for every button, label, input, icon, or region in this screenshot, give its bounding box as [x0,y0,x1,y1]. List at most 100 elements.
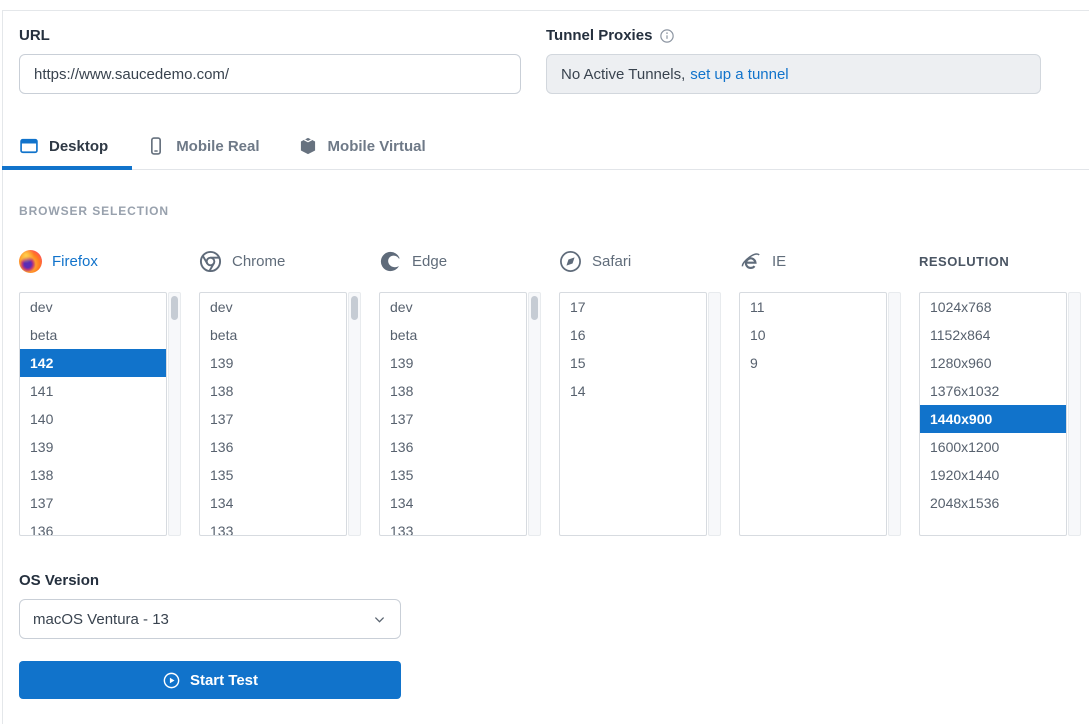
list-option[interactable]: 141 [30,383,54,399]
firefox-header[interactable]: Firefox [19,248,181,274]
list-option[interactable]: 142 [20,349,166,377]
list-option[interactable]: 1440x900 [920,405,1066,433]
resolution-column: RESOLUTION 1024x768 1152x864 1280x960 1376x… [919,248,1081,536]
list-option[interactable]: dev [30,299,53,315]
list-option[interactable]: 1920x1440 [930,467,1000,483]
browser-name: IE [772,252,787,270]
scrollbar-thumb[interactable] [531,296,538,320]
list-option[interactable]: 15 [570,355,586,371]
tab-desktop[interactable]: Desktop [2,134,133,170]
list-option[interactable]: 1600x1200 [930,439,1000,455]
list-option[interactable]: 138 [210,383,234,399]
chevron-down-icon [372,612,387,627]
setup-tunnel-link[interactable]: set up a tunnel [690,65,789,83]
scrollbar-track[interactable] [348,292,361,536]
tab-bar: Desktop Mobile Real Mobile Virtual [2,134,1089,170]
chrome-header[interactable]: Chrome [199,248,361,274]
resolution-header: RESOLUTION [919,248,1081,274]
list-option[interactable]: 137 [390,411,414,427]
firefox-icon [19,249,42,273]
os-version-block: OS Version macOS Ventura - 13 [19,572,1089,639]
resolution-list: 1024x768 1152x864 1280x960 1376x1032 1440x90… [919,292,1067,536]
tunnel-status-text: No Active Tunnels, [561,65,686,83]
list-option[interactable]: 1024x768 [930,299,992,315]
list-option[interactable]: 133 [390,523,414,536]
ie-version-list: 11 10 9 [739,292,887,536]
browser-column-firefox: Firefox dev beta 142 141 140 139 138 137 136 [19,248,181,536]
url-input[interactable] [19,54,521,94]
list-option[interactable]: 1376x1032 [930,383,1000,399]
scrollbar-track[interactable] [1068,292,1081,536]
edge-header[interactable]: Edge [379,248,541,274]
ie-header[interactable]: IE [739,248,901,274]
start-test-button[interactable]: Start Test [19,661,401,699]
safari-header[interactable]: Safari [559,248,721,274]
url-field-block: URL [19,27,521,94]
list-option[interactable]: 133 [210,523,234,536]
tab-label: Mobile Virtual [327,137,426,155]
browser-name: Edge [412,252,448,270]
list-option[interactable]: 139 [30,439,54,455]
list-option[interactable]: 2048x1536 [930,495,1000,511]
list-option[interactable]: 136 [390,439,414,455]
list-option[interactable]: beta [390,327,418,343]
list-option[interactable]: 10 [750,327,766,343]
browser-column-ie: IE 11 10 9 [739,248,901,536]
browser-name: Safari [592,252,632,270]
edge-icon [379,250,402,273]
list-option[interactable]: 11 [750,299,765,315]
browser-column-chrome: Chrome dev beta 139 138 137 136 135 134 133 [199,248,361,536]
tab-mobile-virtual[interactable]: Mobile Virtual [298,134,450,169]
url-label: URL [19,27,50,44]
scrollbar-track[interactable] [888,292,901,536]
play-circle-icon [162,671,181,690]
browser-name: Chrome [232,252,286,270]
os-version-select[interactable]: macOS Ventura - 13 [19,599,401,639]
scrollbar-track[interactable] [168,292,181,536]
list-option[interactable]: beta [210,327,238,343]
list-option[interactable]: 137 [210,411,234,427]
mobile-phone-icon [146,136,166,156]
list-option[interactable]: 14 [570,383,586,399]
list-option[interactable]: 17 [570,299,586,315]
tab-label: Desktop [49,137,109,155]
scrollbar-thumb[interactable] [351,296,358,320]
resolution-heading: RESOLUTION [919,253,1010,269]
list-option[interactable]: 139 [390,355,414,371]
tab-label: Mobile Real [176,137,260,155]
list-option[interactable]: 1280x960 [930,355,992,371]
list-option[interactable]: 140 [30,411,54,427]
info-icon[interactable] [659,28,675,44]
list-option[interactable]: dev [210,299,233,315]
ie-icon [739,250,762,273]
live-testing-panel: URL Tunnel Proxies No Active Tunnels, se… [2,10,1089,724]
list-option[interactable]: 9 [750,355,758,371]
list-option[interactable]: 16 [570,327,586,343]
chrome-icon [199,250,222,273]
browser-column-safari: Safari 17 16 15 14 [559,248,721,536]
browser-selection-heading: BROWSER SELECTION [19,204,169,218]
firefox-version-list: dev beta 142 141 140 139 138 137 136 [19,292,167,536]
list-option[interactable]: 137 [30,495,54,511]
desktop-window-icon [19,136,39,156]
list-option[interactable]: dev [390,299,413,315]
os-version-label: OS Version [19,572,100,589]
tunnel-proxies-label: Tunnel Proxies [546,27,1041,44]
chrome-version-list: dev beta 139 138 137 136 135 134 133 [199,292,347,536]
scrollbar-track[interactable] [528,292,541,536]
list-option[interactable]: 136 [30,523,54,536]
list-option[interactable]: 134 [210,495,234,511]
list-option[interactable]: 138 [390,383,414,399]
list-option[interactable]: 138 [30,467,54,483]
safari-icon [559,250,582,273]
list-option[interactable]: 134 [390,495,414,511]
list-option[interactable]: 135 [390,467,414,483]
tab-mobile-real[interactable]: Mobile Real [146,134,283,169]
list-option[interactable]: 1152x864 [930,327,991,343]
list-option[interactable]: 135 [210,467,234,483]
scrollbar-track[interactable] [708,292,721,536]
scrollbar-thumb[interactable] [171,296,178,320]
list-option[interactable]: 136 [210,439,234,455]
list-option[interactable]: 139 [210,355,234,371]
list-option[interactable]: beta [30,327,58,343]
